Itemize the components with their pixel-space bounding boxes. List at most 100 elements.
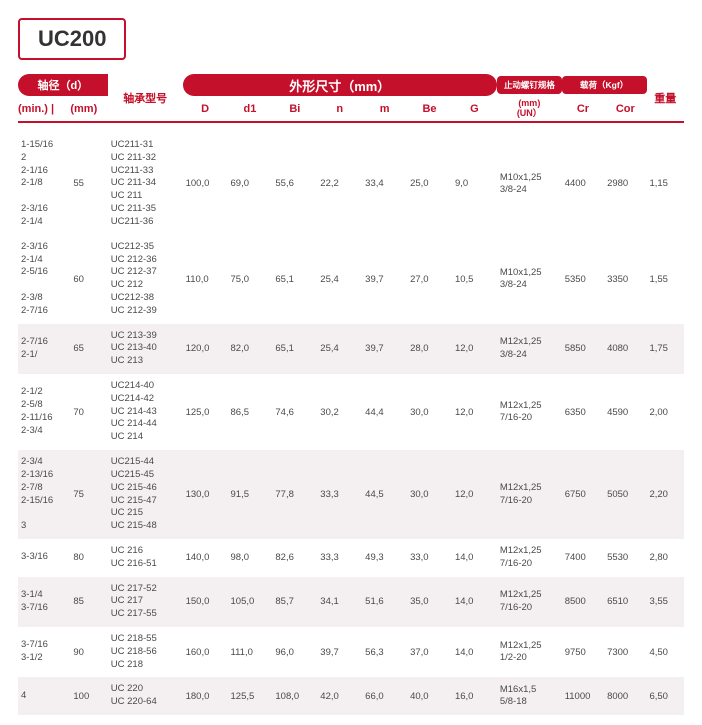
table-cell: UC215-44 UC215-45 UC 215-46 UC 215-47 UC…: [108, 450, 183, 539]
header-row-1: 轴径（d） 轴承型号 外形尺寸（mm） 止动螺钉规格 载荷（Kgf） 重量: [18, 74, 684, 96]
table-cell: 2-3/16 2-1/4 2-5/16 2-3/8 2-7/16: [18, 235, 70, 324]
table-cell: 39,7: [317, 627, 362, 677]
table-cell: 55: [70, 133, 107, 235]
table-cell: 5850: [562, 324, 604, 374]
table-cell: 150,0: [183, 577, 228, 627]
header-Cor: Cor: [604, 96, 646, 122]
table-cell: 14,0: [452, 539, 497, 577]
table-row: 2-3/16 2-1/4 2-5/16 2-3/8 2-7/1660UC212-…: [18, 235, 684, 324]
table-cell: 74,6: [272, 374, 317, 450]
table-cell: 85: [70, 577, 107, 627]
table-cell: 4590: [604, 374, 646, 450]
table-cell: 90: [70, 627, 107, 677]
table-cell: M10x1,25 3/8-24: [497, 235, 562, 324]
table-cell: 30,2: [317, 374, 362, 450]
table-cell: 80: [70, 539, 107, 577]
table-cell: 27,0: [407, 235, 452, 324]
table-cell: 65: [70, 324, 107, 374]
table-cell: M12x1,25 7/16-20: [497, 374, 562, 450]
table-cell: 40,0: [407, 677, 452, 715]
table-cell: 33,3: [317, 450, 362, 539]
table-cell: 25,4: [317, 324, 362, 374]
table-cell: 2,00: [646, 374, 684, 450]
table-cell: 33,3: [317, 539, 362, 577]
header-D: D: [183, 96, 228, 122]
table-cell: 6,50: [646, 677, 684, 715]
table-cell: 70: [70, 374, 107, 450]
table-cell: 4400: [562, 133, 604, 235]
table-cell: 22,2: [317, 133, 362, 235]
table-cell: 3,55: [646, 577, 684, 627]
table-cell: M10x1,25 3/8-24: [497, 133, 562, 235]
table-cell: 2-1/2 2-5/8 2-11/16 2-3/4: [18, 374, 70, 450]
header-Cr: Cr: [562, 96, 604, 122]
table-cell: UC212-35 UC 212-36 UC 212-37 UC 212 UC21…: [108, 235, 183, 324]
header-model: 轴承型号: [108, 74, 183, 122]
table-cell: 49,3: [362, 539, 407, 577]
table-cell: 75,0: [228, 235, 273, 324]
table-cell: 6750: [562, 450, 604, 539]
table-cell: 7400: [562, 539, 604, 577]
table-cell: 16,0: [452, 677, 497, 715]
table-cell: 140,0: [183, 539, 228, 577]
header-bolt-group: 止动螺钉规格: [497, 76, 562, 94]
table-cell: 110,0: [183, 235, 228, 324]
table-cell: 125,0: [183, 374, 228, 450]
table-cell: 3350: [604, 235, 646, 324]
header-bolt-sub: (mm) (UN）: [497, 96, 562, 122]
table-cell: 37,0: [407, 627, 452, 677]
table-row: 3-1/4 3-7/1685UC 217-52 UC 217 UC 217-55…: [18, 577, 684, 627]
table-cell: 77,8: [272, 450, 317, 539]
table-cell: 160,0: [183, 627, 228, 677]
table-cell: 9,0: [452, 133, 497, 235]
title-box: UC200: [18, 18, 126, 60]
table-cell: 65,1: [272, 324, 317, 374]
table-cell: 60: [70, 235, 107, 324]
header-dims: 外形尺寸（mm）: [183, 74, 497, 96]
page-title: UC200: [38, 26, 106, 51]
table-cell: 4080: [604, 324, 646, 374]
table-cell: 42,0: [317, 677, 362, 715]
table-cell: 44,5: [362, 450, 407, 539]
header-G: G: [452, 96, 497, 122]
table-cell: 2-3/4 2-13/16 2-7/8 2-15/16 3: [18, 450, 70, 539]
table-cell: 69,0: [228, 133, 273, 235]
table-cell: 30,0: [407, 450, 452, 539]
header-n: n: [317, 96, 362, 122]
table-cell: 86,5: [228, 374, 273, 450]
table-cell: 75: [70, 450, 107, 539]
header-m: m: [362, 96, 407, 122]
table-cell: 55,6: [272, 133, 317, 235]
table-cell: 1,55: [646, 235, 684, 324]
table-cell: UC 218-55 UC 218-56 UC 218: [108, 627, 183, 677]
table-cell: 8000: [604, 677, 646, 715]
table-cell: 35,0: [407, 577, 452, 627]
table-cell: 25,4: [317, 235, 362, 324]
table-cell: 11000: [562, 677, 604, 715]
header-min: (min.): [18, 103, 48, 115]
table-row: 2-3/4 2-13/16 2-7/8 2-15/16 375UC215-44 …: [18, 450, 684, 539]
table-cell: 100: [70, 677, 107, 715]
table-row: 3-7/16 3-1/290UC 218-55 UC 218-56 UC 218…: [18, 627, 684, 677]
table-row: 2-1/2 2-5/8 2-11/16 2-3/470UC214-40 UC21…: [18, 374, 684, 450]
table-cell: 1-15/16 2 2-1/16 2-1/8 2-3/16 2-1/4: [18, 133, 70, 235]
table-cell: 2-7/16 2-1/: [18, 324, 70, 374]
table-cell: 3-3/16: [18, 539, 70, 577]
table-cell: 12,0: [452, 324, 497, 374]
table-cell: UC214-40 UC214-42 UC 214-43 UC 214-44 UC…: [108, 374, 183, 450]
table-cell: M12x1,25 7/16-20: [497, 539, 562, 577]
table-cell: UC 220 UC 220-64: [108, 677, 183, 715]
table-cell: 4: [18, 677, 70, 715]
table-cell: 3-1/4 3-7/16: [18, 577, 70, 627]
table-cell: M12x1,25 7/16-20: [497, 450, 562, 539]
table-cell: 4,50: [646, 627, 684, 677]
table-cell: 180,0: [183, 677, 228, 715]
header-d1: d1: [227, 96, 272, 122]
table-cell: 5350: [562, 235, 604, 324]
table-cell: UC 216 UC 216-51: [108, 539, 183, 577]
table-cell: 66,0: [362, 677, 407, 715]
table-cell: UC211-31 UC 211-32 UC211-33 UC 211-34 UC…: [108, 133, 183, 235]
table-cell: 82,6: [272, 539, 317, 577]
table-cell: 33,0: [407, 539, 452, 577]
table-cell: 12,0: [452, 374, 497, 450]
